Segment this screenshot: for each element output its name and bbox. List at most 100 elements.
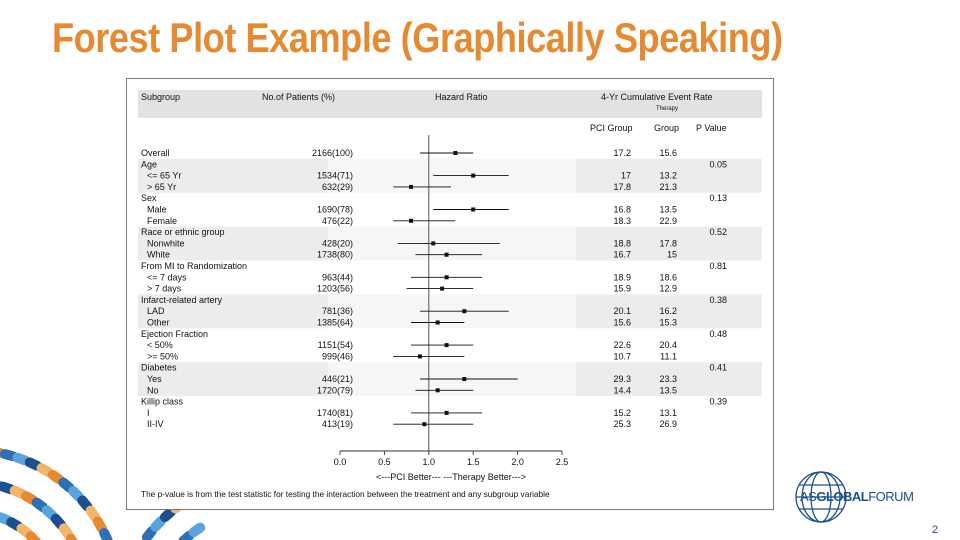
row-pci-rate: 15.2 [613, 408, 631, 418]
row-therapy-rate: 22.9 [659, 216, 677, 226]
slide-title: Forest Plot Example (Graphically Speakin… [52, 14, 783, 61]
row-patients: 1385(64) [317, 318, 353, 328]
header-hazard-ratio: Hazard Ratio [435, 92, 488, 102]
row-therapy-rate: 13.5 [659, 205, 677, 215]
logo-wordmark: ASGLOBALFORUM [800, 489, 914, 504]
row-label: Ejection Fraction [141, 329, 208, 339]
hr-point [444, 343, 449, 348]
row-label: II-IV [147, 419, 164, 429]
header-group: Group [654, 123, 679, 133]
row-pci-rate: 15.9 [613, 284, 631, 294]
row-label: Age [141, 159, 157, 169]
group-band-right [576, 226, 762, 261]
row-label: Infarct-related artery [141, 295, 223, 305]
row-therapy-rate: 12.9 [659, 284, 677, 294]
row-therapy-rate: 11.1 [660, 351, 677, 361]
footnote: The p-value is from the test statistic f… [141, 489, 550, 499]
x-tick-label: 1.5 [467, 457, 480, 467]
row-p-value: 0.13 [709, 193, 727, 203]
decorative-bead [65, 533, 80, 540]
row-therapy-rate: 13.2 [659, 171, 677, 181]
row-pci-rate: 20.1 [613, 306, 631, 316]
decorative-bead [25, 531, 42, 540]
row-patients: 999(46) [322, 351, 353, 361]
row-label: White [147, 250, 170, 260]
header-therapy: Therapy [656, 106, 678, 112]
hr-point [431, 241, 436, 246]
x-tick-label: 2.5 [556, 457, 569, 467]
x-axis-label: <---PCI Better--- ---Therapy Better---> [376, 472, 526, 482]
x-tick-label: 0.5 [378, 457, 391, 467]
row-label: Nonwhite [147, 238, 185, 248]
row-therapy-rate: 20.4 [659, 340, 677, 350]
row-therapy-rate: 17.8 [659, 238, 677, 248]
header-subgroup: Subgroup [141, 92, 180, 102]
row-p-value: 0.52 [709, 227, 727, 237]
row-p-value: 0.39 [709, 397, 727, 407]
group-band-left [138, 294, 328, 329]
row-patients: 476(22) [322, 216, 353, 226]
row-patients: 413(19) [322, 419, 353, 429]
row-pci-rate: 18.8 [613, 238, 631, 248]
row-patients: 1690(78) [317, 205, 353, 215]
forest-plot: Subgroup No.of Patients (%) Hazard Ratio 4-… [138, 90, 762, 499]
x-tick-label: 2.0 [511, 457, 524, 467]
row-pci-rate: 17.8 [613, 182, 631, 192]
row-patients: 1151(54) [318, 340, 353, 350]
row-label: Overall [141, 148, 170, 158]
hr-point [453, 151, 458, 155]
logo-text-suffix: FORUM [868, 489, 914, 504]
row-pci-rate: 15.6 [613, 318, 631, 328]
row-label: No [147, 385, 159, 395]
row-patients: 2166(100) [312, 148, 353, 158]
row-patients: 1738(80) [317, 250, 353, 260]
row-pci-rate: 25.3 [613, 419, 631, 429]
row-therapy-rate: 23.3 [659, 374, 677, 384]
hr-point [435, 388, 440, 393]
row-pci-rate: 22.6 [613, 340, 631, 350]
header-pci-group: PCI Group [590, 123, 633, 133]
row-therapy-rate: 15 [667, 250, 677, 260]
row-label: Race or ethnic group [141, 227, 225, 237]
header-p-value: P Value [696, 123, 727, 133]
row-patients: 781(36) [322, 306, 353, 316]
row-pci-rate: 17.2 [613, 148, 631, 158]
logo-text-prefix: AS [800, 489, 817, 504]
row-label: Male [147, 205, 167, 215]
row-patients: 1534(71) [317, 171, 353, 181]
row-label: <= 65 Yr [147, 171, 181, 181]
row-label: <= 7 days [147, 272, 187, 282]
header-event-rate: 4-Yr Cumulative Event Rate [601, 92, 713, 102]
row-label: Sex [141, 193, 157, 203]
globe-logo-icon [795, 471, 847, 523]
row-therapy-rate: 13.1 [659, 408, 677, 418]
hr-point [435, 320, 440, 325]
hr-point [444, 275, 449, 280]
hr-point [417, 354, 422, 359]
row-patients: 1203(56) [317, 284, 353, 294]
group-band-left [138, 362, 328, 397]
row-p-value: 0.81 [709, 261, 727, 271]
row-label: Killip class [141, 397, 184, 407]
row-label: < 50% [147, 340, 173, 350]
group-band-left [138, 158, 328, 193]
row-patients: 446(21) [322, 374, 353, 384]
row-patients: 963(44) [322, 272, 353, 282]
page-number: 2 [932, 524, 939, 536]
row-label: > 7 days [147, 284, 182, 294]
group-band-right [576, 294, 762, 329]
group-band-right [576, 362, 762, 397]
row-label: Yes [147, 374, 162, 384]
row-label: Female [147, 216, 177, 226]
group-band-right [576, 158, 762, 193]
row-therapy-rate: 16.2 [659, 306, 677, 316]
row-pci-rate: 18.9 [613, 272, 631, 282]
row-label: >= 50% [147, 351, 178, 361]
x-tick-label: 1.0 [423, 457, 436, 467]
row-pci-rate: 29.3 [613, 374, 631, 384]
forest-plot-panel: Subgroup No.of Patients (%) Hazard Ratio 4-… [126, 78, 774, 510]
logo-text-bold: GLOBAL [816, 489, 869, 504]
row-pci-rate: 14.4 [613, 385, 631, 395]
row-therapy-rate: 26.9 [659, 419, 677, 429]
